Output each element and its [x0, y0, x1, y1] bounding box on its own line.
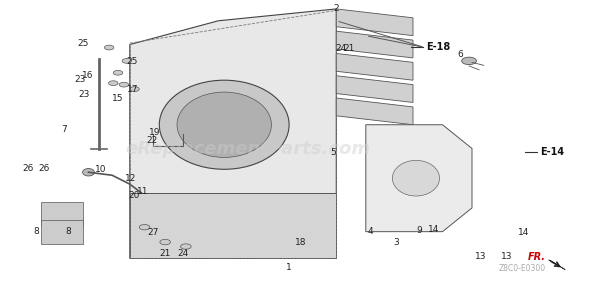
Ellipse shape: [119, 82, 129, 87]
Text: 1: 1: [286, 263, 292, 272]
Text: E-18: E-18: [426, 42, 450, 52]
Text: FR.: FR.: [528, 252, 546, 262]
Polygon shape: [130, 9, 336, 258]
Text: 11: 11: [137, 187, 149, 196]
Text: E-14: E-14: [540, 147, 564, 157]
Polygon shape: [549, 260, 565, 270]
Text: 9: 9: [416, 226, 422, 235]
Ellipse shape: [109, 81, 118, 86]
Text: 20: 20: [129, 191, 140, 200]
Text: 24: 24: [177, 249, 189, 257]
Text: 23: 23: [74, 75, 86, 84]
Text: 13: 13: [475, 252, 487, 261]
Text: 12: 12: [125, 174, 137, 183]
Text: 14: 14: [518, 228, 530, 237]
Text: 2: 2: [333, 4, 339, 13]
Polygon shape: [336, 31, 413, 58]
Text: 4: 4: [368, 227, 373, 236]
Text: 6: 6: [457, 50, 463, 59]
Polygon shape: [366, 125, 472, 232]
Text: 3: 3: [394, 238, 399, 247]
Text: Z8C0-E0300: Z8C0-E0300: [499, 264, 546, 273]
Text: 5: 5: [330, 148, 336, 157]
Text: 18: 18: [295, 238, 307, 247]
Text: 13: 13: [500, 252, 512, 261]
Ellipse shape: [113, 70, 123, 75]
Polygon shape: [336, 98, 413, 125]
Text: 19: 19: [149, 128, 160, 137]
Ellipse shape: [159, 80, 289, 169]
Text: 26: 26: [38, 164, 50, 173]
Polygon shape: [41, 220, 83, 244]
Text: 25: 25: [77, 39, 88, 48]
Ellipse shape: [177, 92, 271, 157]
Text: 7: 7: [61, 125, 67, 134]
Polygon shape: [130, 193, 336, 258]
Text: 25: 25: [126, 57, 138, 66]
Text: 22: 22: [146, 136, 158, 145]
Polygon shape: [336, 9, 413, 36]
Text: 27: 27: [148, 228, 159, 237]
Text: 15: 15: [112, 94, 124, 103]
Ellipse shape: [160, 239, 171, 245]
Text: 24: 24: [335, 44, 347, 53]
Ellipse shape: [461, 57, 477, 65]
Text: 14: 14: [428, 225, 440, 234]
Ellipse shape: [139, 225, 150, 230]
Text: 26: 26: [22, 164, 34, 173]
Text: 16: 16: [81, 71, 93, 80]
Ellipse shape: [83, 169, 94, 176]
Polygon shape: [336, 53, 413, 80]
Ellipse shape: [130, 87, 139, 91]
Ellipse shape: [181, 244, 191, 249]
Text: 10: 10: [94, 165, 106, 174]
Text: 23: 23: [78, 90, 90, 99]
Polygon shape: [41, 202, 83, 226]
Polygon shape: [336, 76, 413, 102]
Text: eReplacementParts.com: eReplacementParts.com: [125, 140, 371, 157]
Text: 21: 21: [159, 249, 171, 257]
Text: 17: 17: [127, 85, 139, 94]
Text: 21: 21: [343, 44, 355, 53]
Text: 8: 8: [65, 227, 71, 236]
Ellipse shape: [104, 45, 114, 50]
Ellipse shape: [392, 160, 440, 196]
Ellipse shape: [122, 59, 132, 63]
Text: 8: 8: [34, 227, 40, 236]
